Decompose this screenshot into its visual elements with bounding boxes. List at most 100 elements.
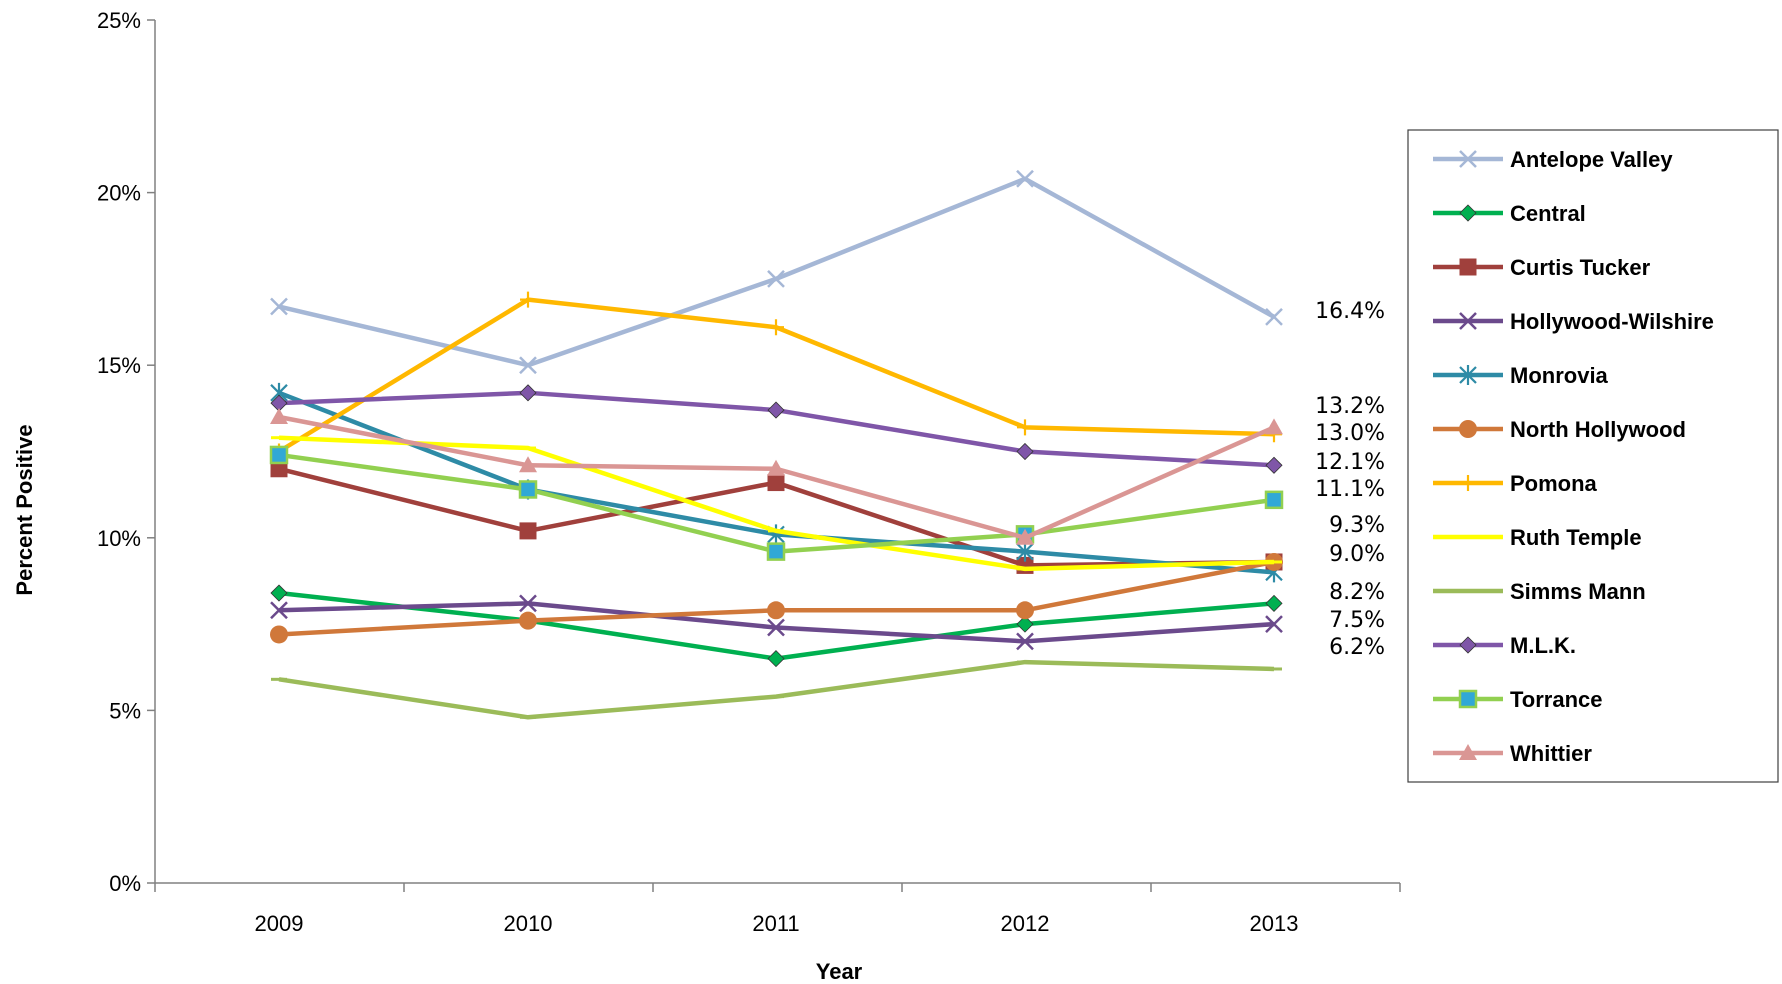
data-point — [767, 618, 785, 637]
end-data-label: 16.4% — [1315, 299, 1385, 324]
data-point — [767, 459, 785, 476]
legend-label: Antelope Valley — [1510, 147, 1673, 172]
legend-marker — [1459, 258, 1477, 276]
series-north-hollywood — [270, 552, 1283, 644]
series-whittier — [270, 407, 1283, 545]
series-ruth-temple — [271, 435, 1282, 572]
data-point — [1265, 594, 1283, 612]
series-torrance — [269, 445, 1284, 561]
legend-item: M.L.K. — [1433, 633, 1576, 658]
data-point — [518, 480, 538, 499]
data-point — [1016, 442, 1034, 461]
end-data-label: 9.3% — [1329, 513, 1385, 538]
series-line — [278, 176, 1276, 368]
data-point — [270, 407, 288, 424]
x-tick-label: 2011 — [752, 911, 799, 936]
data-point — [270, 625, 288, 644]
end-data-label: 9.0% — [1329, 542, 1385, 567]
data-point — [1017, 419, 1033, 436]
legend-marker — [1459, 204, 1477, 222]
series-line — [278, 559, 1275, 637]
data-point — [519, 611, 537, 630]
x-tick-label: 2013 — [1250, 911, 1299, 936]
y-tick-label: 0% — [109, 871, 141, 896]
legend-marker — [1459, 312, 1477, 330]
series-line — [278, 659, 1275, 720]
legend-label: Hollywood-Wilshire — [1510, 309, 1714, 334]
data-point — [519, 456, 537, 473]
legend-label: Curtis Tucker — [1510, 255, 1651, 280]
legend-label: Monrovia — [1510, 363, 1609, 388]
y-tick-label: 25% — [97, 8, 141, 33]
data-point — [520, 291, 536, 308]
end-data-label: 11.1% — [1315, 477, 1385, 502]
legend: Antelope Valley Central Curtis Tucker Holly… — [1407, 129, 1779, 783]
legend-label: Whittier — [1510, 741, 1592, 766]
legend-item: Curtis Tucker — [1433, 255, 1651, 280]
legend-marker — [1459, 744, 1477, 760]
data-point — [1016, 528, 1034, 545]
data-point — [519, 356, 537, 375]
legend-item: Simms Mann — [1433, 579, 1646, 604]
legend-label: Simms Mann — [1510, 579, 1646, 604]
data-point — [270, 601, 288, 620]
x-tick-label: 2010 — [504, 911, 553, 936]
data-point — [1016, 541, 1034, 562]
data-point — [767, 474, 785, 492]
end-data-label: 13.0% — [1315, 421, 1385, 446]
legend-item: Ruth Temple — [1433, 525, 1642, 550]
x-tick-label: 2012 — [1001, 911, 1050, 936]
data-point — [767, 650, 785, 668]
legend-item: Hollywood-Wilshire — [1433, 309, 1714, 334]
end-labels: 16.4% 13.2%13.0% 12.1%11.1% 9.3% 9.0% 8.2% 7.5… — [1315, 299, 1385, 660]
data-point — [519, 522, 537, 540]
data-point — [768, 319, 784, 336]
series-antelope-valley — [270, 169, 1283, 375]
series-m-l-k- — [270, 384, 1283, 474]
y-tick-label: 5% — [109, 698, 141, 723]
data-point — [270, 584, 288, 602]
legend-marker — [1458, 689, 1478, 709]
x-axis-title: Year — [816, 959, 863, 984]
data-point — [1016, 169, 1034, 188]
data-point — [519, 594, 537, 613]
legend-item: Monrovia — [1433, 363, 1609, 388]
end-data-label: 12.1% — [1315, 450, 1385, 475]
data-point — [519, 384, 537, 402]
data-point — [767, 601, 785, 620]
data-point — [1016, 615, 1034, 633]
legend-label: M.L.K. — [1510, 633, 1576, 658]
series-layer — [269, 169, 1284, 720]
legend-item: Torrance — [1433, 687, 1603, 712]
data-point — [1016, 601, 1034, 620]
y-tick-label: 10% — [97, 526, 141, 551]
legend-label: Ruth Temple — [1510, 525, 1642, 550]
x-tick-label: 2009 — [255, 911, 304, 936]
series-pomona — [271, 291, 1282, 460]
y-tick-label: 20% — [97, 181, 141, 206]
legend-marker — [1460, 475, 1476, 491]
legend-item: North Hollywood — [1433, 417, 1686, 442]
series-hollywood-wilshire — [270, 594, 1283, 651]
data-point — [270, 297, 288, 316]
legend-marker — [1459, 150, 1477, 168]
axes: 0% 5% 10% 15% 20% 25% 2009 2010 2011 2012 2013 — [97, 8, 1401, 936]
legend-label: Torrance — [1510, 687, 1603, 712]
series-simms-mann — [271, 659, 1282, 720]
data-point — [1265, 456, 1283, 474]
data-point — [1265, 307, 1283, 326]
data-point — [269, 445, 289, 465]
legend-marker — [1459, 636, 1477, 654]
legend-item: Central — [1433, 201, 1586, 226]
legend-marker — [1459, 420, 1477, 438]
legend-marker — [1459, 365, 1477, 385]
legend-item: Pomona — [1433, 471, 1598, 496]
data-point — [1264, 490, 1284, 510]
data-point — [766, 542, 786, 561]
data-point — [1265, 615, 1283, 633]
data-point — [767, 401, 785, 419]
legend-label: Central — [1510, 201, 1586, 226]
end-data-label: 6.2% — [1329, 635, 1385, 660]
legend-item: Antelope Valley — [1433, 147, 1673, 172]
